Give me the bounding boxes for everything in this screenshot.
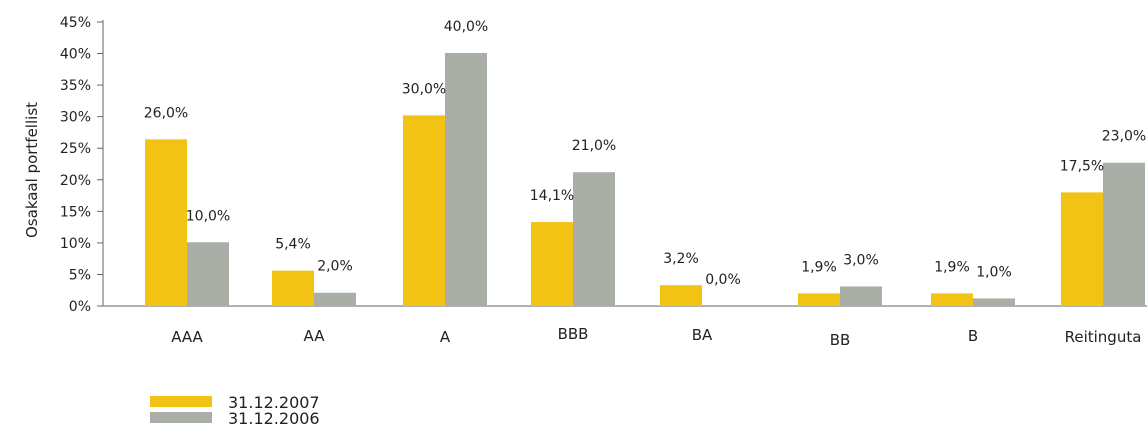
category-label: AA [304, 327, 326, 345]
y-tick-label: 25% [60, 141, 91, 157]
y-tick-label: 30% [60, 110, 91, 126]
bar [973, 298, 1015, 306]
bar [531, 222, 573, 306]
y-tick-label: 0% [69, 299, 91, 315]
category-label: BBB [558, 325, 589, 343]
data-label: 2,0% [317, 259, 353, 275]
y-tick-label: 35% [60, 78, 91, 94]
data-label: 1,0% [976, 264, 1012, 280]
category-label: BA [692, 326, 713, 344]
bar [931, 293, 973, 306]
bar [798, 293, 840, 306]
data-label: 30,0% [402, 81, 446, 97]
bars [145, 52, 1145, 307]
data-label: 23,0% [1102, 129, 1146, 145]
y-tick-label: 15% [60, 204, 91, 220]
category-label: B [968, 327, 978, 345]
category-label: A [440, 328, 451, 346]
bar [1061, 192, 1103, 306]
category-label: AAA [171, 328, 203, 346]
bar [272, 270, 314, 306]
legend-label: 31.12.2006 [228, 409, 320, 428]
data-label: 0,0% [705, 272, 741, 288]
bar [573, 172, 615, 306]
y-tick-label: 45% [60, 15, 91, 31]
data-label: 10,0% [186, 208, 230, 224]
data-label: 1,9% [934, 259, 970, 275]
bar [187, 242, 229, 306]
category-label: Reitinguta [1065, 328, 1142, 346]
category-label: BB [830, 331, 851, 349]
data-label: 1,9% [801, 259, 837, 275]
bar [445, 52, 487, 307]
data-labels: 26,0% 5,4% 30,0% 14,1% 3,2% 1,9% 1,9% 17,5% 10,0… [144, 19, 1146, 288]
bar [840, 286, 882, 306]
data-label: 14,1% [530, 188, 574, 204]
y-tick-label: 40% [60, 47, 91, 63]
y-axis-title-group: Osakaal portfellist [23, 102, 41, 238]
y-tick-label: 20% [60, 173, 91, 189]
bar [145, 139, 187, 306]
bar [1103, 162, 1145, 306]
y-axis-title: Osakaal portfellist [23, 102, 41, 238]
legend-swatch [150, 412, 212, 423]
y-tick-label: 5% [69, 267, 91, 283]
data-label: 3,2% [663, 251, 699, 267]
data-label: 3,0% [843, 252, 879, 268]
data-label: 5,4% [275, 237, 311, 253]
axes: 0%5%10%15%20%25%30%35%40%45%AAA AA A BBB BA B… [60, 15, 1147, 349]
bar [314, 292, 356, 306]
data-label: 40,0% [444, 19, 488, 35]
bar [403, 115, 445, 306]
y-tick-label: 10% [60, 236, 91, 252]
legend-label: 31.12.2007 [228, 393, 320, 412]
data-label: 21,0% [572, 138, 616, 154]
data-label: 26,0% [144, 105, 188, 121]
legend-swatch [150, 396, 212, 407]
bar [660, 285, 702, 306]
data-label: 17,5% [1060, 158, 1104, 174]
